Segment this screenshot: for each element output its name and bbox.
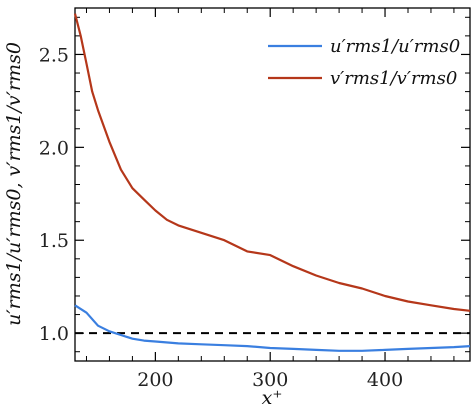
x-tick-label: 400 [367, 369, 403, 391]
x-axis-label: x⁺ [262, 387, 283, 409]
series-lines-group [73, 13, 471, 352]
y-tick-label: 2.5 [39, 44, 69, 66]
y-tick-label: 1.0 [39, 323, 69, 345]
y-tick-label: 1.5 [39, 230, 69, 252]
plot-area [74, 7, 471, 362]
ticks-group [75, 8, 470, 361]
y-axis-label: u′rms1/u′rms0, v′rms1/v′rms0 [3, 42, 25, 326]
series-line-v [73, 13, 471, 312]
series-line-u [74, 304, 471, 352]
x-tick-label: 300 [252, 369, 288, 391]
x-tick-label: 200 [137, 369, 173, 391]
legend: u′rms1/u′rms0 v′rms1/v′rms0 [268, 36, 460, 89]
legend-label-u: u′rms1/u′rms0 [330, 36, 460, 57]
legend-label-v: v′rms1/v′rms0 [330, 68, 457, 89]
tick-labels-group: 200 300 400 1.0 1.5 2.0 2.5 [39, 44, 403, 391]
y-tick-label: 2.0 [39, 137, 69, 159]
